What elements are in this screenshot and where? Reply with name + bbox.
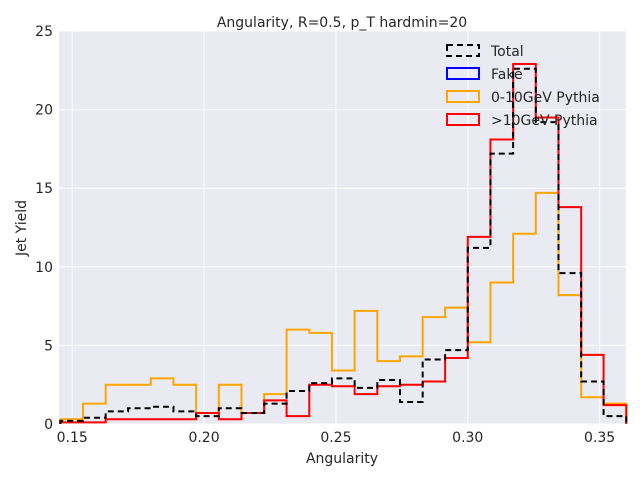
y-tick-label: 15 xyxy=(35,181,53,197)
y-tick-label: 0 xyxy=(44,417,53,433)
y-tick-label: 25 xyxy=(35,24,53,40)
x-tick-label: 0.15 xyxy=(57,430,88,446)
y-axis-label: Jet Yield xyxy=(14,200,30,257)
legend-swatch-1 xyxy=(446,67,480,80)
y-tick-label: 20 xyxy=(35,103,53,119)
series-layer xyxy=(59,63,628,424)
x-axis-label: Angularity xyxy=(306,451,378,467)
x-tick-label: 0.30 xyxy=(452,430,483,446)
legend-label-0: Total xyxy=(490,44,524,60)
legend-swatch-3 xyxy=(446,113,480,126)
plot-area xyxy=(59,31,626,424)
x-tick-label: 0.25 xyxy=(320,430,351,446)
legend-label-1: Fake xyxy=(491,67,523,83)
chart-title: Angularity, R=0.5, p_T hardmin=20 xyxy=(217,15,467,31)
y-axis-ticks: 0 5 10 15 20 25 xyxy=(35,24,53,433)
x-axis-ticks: 0.15 0.20 0.25 0.30 0.35 xyxy=(57,430,616,446)
x-tick-label: 0.35 xyxy=(584,430,615,446)
legend-swatch-2 xyxy=(446,90,480,103)
legend-label-3: >10GeV Pythia xyxy=(491,113,598,129)
legend-label-2: 0-10GeV Pythia xyxy=(491,90,600,106)
legend-swatch-0 xyxy=(446,44,480,57)
legend: Total Fake 0-10GeV Pythia >10GeV Pythia xyxy=(446,44,600,129)
y-tick-label: 5 xyxy=(44,338,53,354)
y-tick-label: 10 xyxy=(35,260,53,276)
grid xyxy=(59,30,626,425)
x-tick-label: 0.20 xyxy=(188,430,219,446)
series-3-histogram xyxy=(59,63,628,424)
series-2-histogram xyxy=(59,191,628,424)
